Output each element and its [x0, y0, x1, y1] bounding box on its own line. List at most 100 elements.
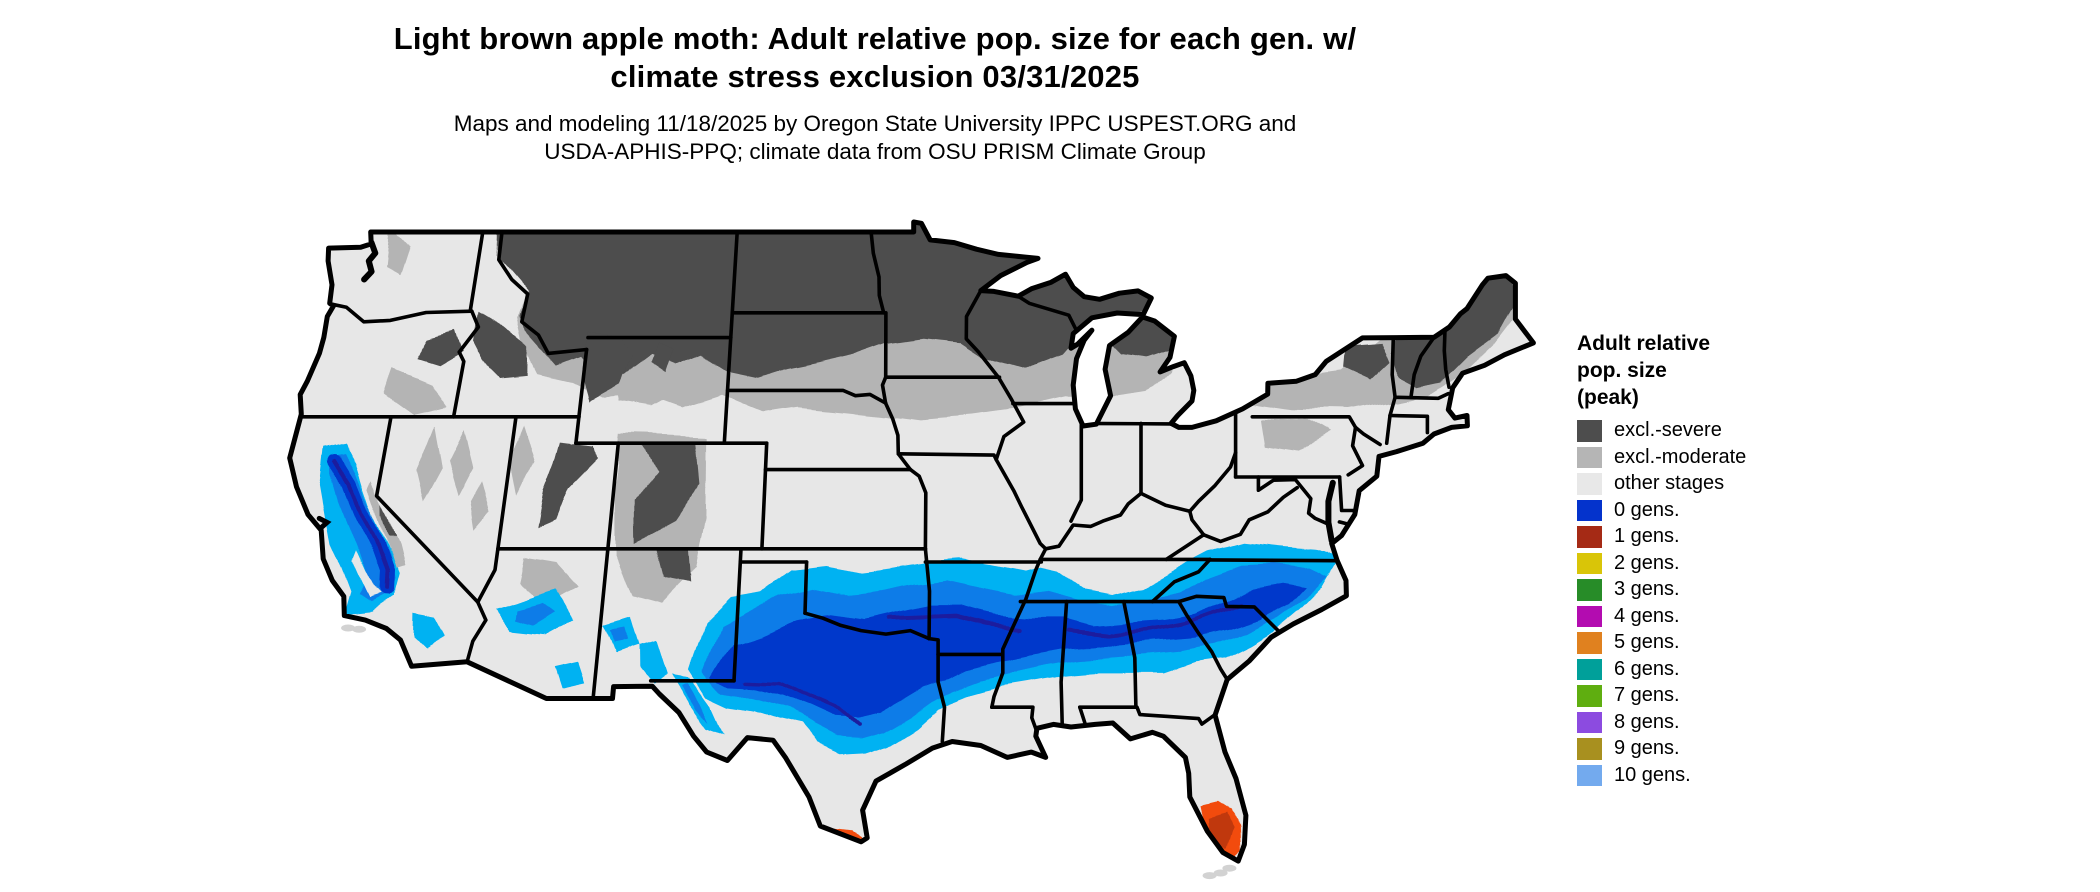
legend-label: other stages: [1614, 472, 1725, 495]
moderate-or-se: [382, 366, 448, 415]
severe-or-blues: [416, 328, 463, 363]
map-title-line2: climate stress exclusion 03/31/2025: [610, 59, 1140, 94]
border-nd-mn: [869, 230, 886, 315]
legend-items: excl.-severe excl.-moderate other stages 0 …: [1577, 419, 1817, 786]
severe-co-rockies: [633, 443, 700, 544]
state-borders: [298, 230, 1451, 744]
border-lon104: [722, 230, 739, 445]
legend-title-line1: Adult relative: [1577, 332, 1711, 355]
moderate-wa-cascades: [384, 226, 408, 277]
legend-item: 9 gens.: [1577, 737, 1817, 760]
legend-title-line2: pop. size: [1577, 359, 1667, 382]
border-ma-north: [1393, 391, 1451, 401]
border-nv-az-ut: [476, 415, 518, 604]
severe-ut-wasatch: [536, 440, 599, 528]
legend-swatch-10: [1577, 685, 1602, 707]
border-nj-pa: [1346, 425, 1365, 477]
channel-island: [341, 624, 356, 632]
moderate-az-north: [519, 556, 579, 605]
band0-outer-rio-grande: [638, 641, 666, 687]
florida-keys-island: [1202, 872, 1217, 880]
legend-swatch-5: [1577, 552, 1602, 574]
san-francisco-bay: [316, 515, 332, 531]
border-ohio-river: [1043, 450, 1238, 551]
border-potomac: [1256, 475, 1330, 526]
border-ky-va: [1164, 533, 1206, 562]
legend-label: 9 gens.: [1614, 737, 1680, 760]
legend-label: excl.-severe: [1614, 419, 1722, 442]
legend-item: excl.-moderate: [1577, 446, 1817, 468]
border-va-nc: [1208, 558, 1341, 563]
border-wv-va: [1201, 485, 1299, 544]
border-lon111: [574, 347, 589, 445]
legend: Adult relative pop. size (peak) excl.-se…: [1577, 330, 1817, 791]
legend-item: 10 gens.: [1577, 764, 1817, 786]
legend-swatch-7: [1577, 605, 1602, 627]
band0-navy-california-core: [334, 457, 390, 591]
severe-adirondacks: [1341, 342, 1390, 383]
border-tn-nc: [1150, 557, 1212, 604]
band0-dark-core: [713, 581, 1307, 720]
border-ky-wv: [1188, 509, 1206, 537]
border-il-in: [1069, 422, 1084, 523]
legend-label: 8 gens.: [1614, 710, 1680, 733]
legend-swatch-12: [1577, 738, 1602, 760]
legend-label: 5 gens.: [1614, 631, 1680, 654]
raster-layers: [319, 222, 1520, 862]
moderate-pa-ridge: [1262, 418, 1331, 452]
border-sd-mn-ia: [880, 311, 888, 405]
border-perdido: [1078, 705, 1087, 725]
border-de-md: [1337, 475, 1357, 513]
severe-nm-sangre: [655, 551, 691, 584]
legend-item: 2 gens.: [1577, 551, 1817, 574]
border-ma-ct-ri: [1388, 413, 1430, 435]
central-valley-floor: [351, 548, 382, 598]
border-tx-la: [927, 636, 947, 744]
legend-item: 3 gens.: [1577, 578, 1817, 601]
legend-label: 3 gens.: [1614, 578, 1680, 601]
legend-swatch-3: [1577, 499, 1602, 521]
severe-id-mtns: [473, 313, 529, 379]
band0-navy-squiggle-2: [1069, 602, 1245, 637]
legend-label: 2 gens.: [1614, 551, 1680, 574]
severe-bighorn: [649, 342, 674, 375]
legend-label: 4 gens.: [1614, 604, 1680, 627]
border-wa-or: [328, 302, 474, 324]
border-miss-upper: [964, 288, 1048, 551]
map-subtitle-line2: USDA-APHIS-PPQ; climate data from OSU PR…: [544, 139, 1206, 164]
border-red-river: [803, 611, 931, 641]
florida-keys-island: [1213, 869, 1228, 877]
border-wi-mi: [1016, 294, 1081, 337]
chesapeake-bay: [1325, 479, 1336, 544]
border-la-ms31: [990, 705, 1038, 731]
legend-item: 6 gens.: [1577, 658, 1817, 680]
puget-sound: [361, 239, 379, 283]
border-lon100: [803, 560, 809, 615]
border-nh-me: [1442, 327, 1451, 389]
sierra-severe: [383, 506, 396, 536]
border-ne-sd: [725, 388, 888, 405]
legend-swatch-8: [1577, 632, 1602, 654]
legend-item: 0 gens.: [1577, 498, 1817, 521]
band0-navy-squiggle-1: [886, 614, 1021, 630]
band0-navy-squiggle-0: [745, 680, 858, 728]
legend-item: 1 gens.: [1577, 525, 1817, 548]
band0-mid-gila: [610, 628, 628, 644]
legend-item: excl.-severe: [1577, 419, 1817, 442]
us-outline: [287, 219, 1536, 864]
legend-swatch-2: [1577, 473, 1602, 495]
map-title-line1: Light brown apple moth: Adult relative p…: [393, 21, 1357, 56]
severe-new-england: [1391, 269, 1517, 388]
coast-details: [316, 239, 1336, 880]
border-lon109: [591, 441, 621, 701]
legend-label: 0 gens.: [1614, 498, 1680, 521]
border-al-ms: [1059, 599, 1069, 726]
moderate-nv-1: [415, 424, 442, 504]
subtitle-block: Maps and modeling 11/18/2025 by Oregon S…: [275, 110, 1475, 166]
band0-outer-socal: [413, 612, 447, 648]
band0-mid-az: [514, 602, 556, 626]
legend-item: 4 gens.: [1577, 604, 1817, 627]
border-mt-id: [497, 230, 589, 356]
border-or-id: [451, 309, 481, 419]
